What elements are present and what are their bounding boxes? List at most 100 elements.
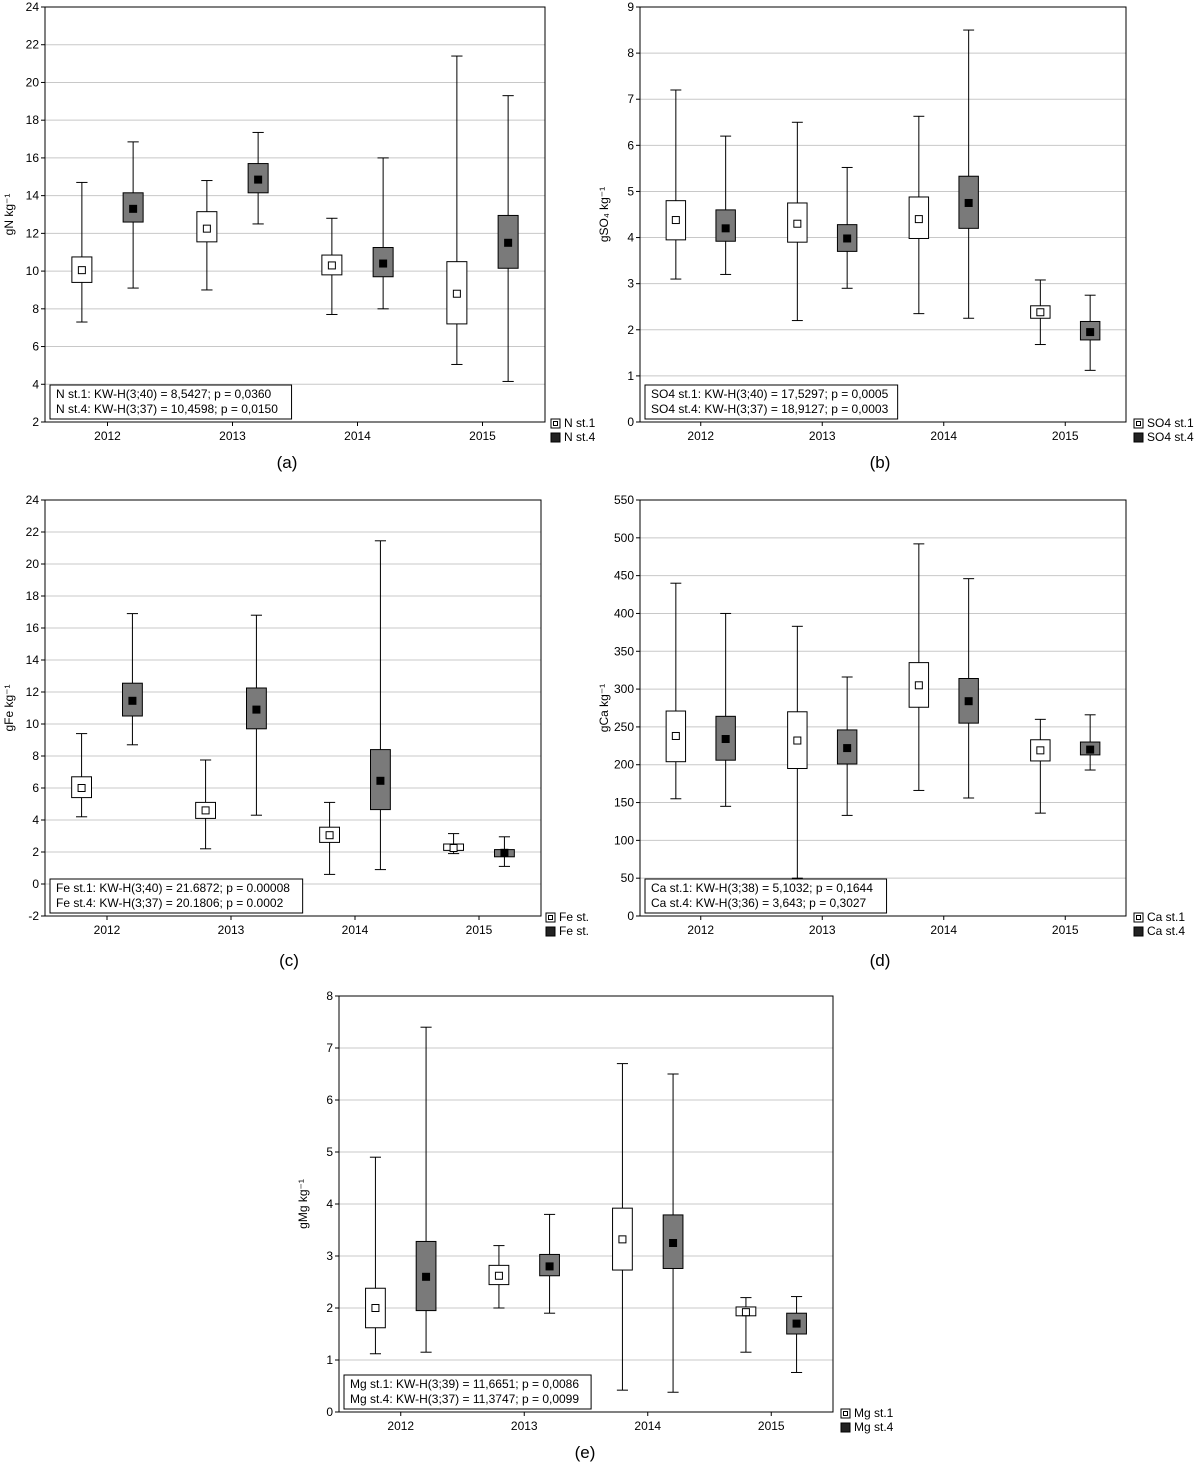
box-st1-2013 [488, 1245, 510, 1309]
legend-swatch-inner [843, 1411, 848, 1416]
y-axis-label: gFe kg⁻¹ [2, 684, 16, 731]
median-marker [671, 216, 680, 225]
y-tick-label: 500 [614, 531, 634, 545]
plot-border [44, 6, 546, 423]
x-tick-label: 2015 [466, 923, 493, 937]
y-tick-label: 3 [627, 277, 634, 291]
y-axis-label: gN kg⁻¹ [2, 194, 16, 236]
x-tick-label: 2014 [342, 923, 369, 937]
y-tick-label: 5 [326, 1145, 333, 1159]
y-tick-label: 9 [627, 0, 634, 14]
median-marker [449, 844, 458, 852]
y-tick-label: 200 [614, 758, 634, 772]
stats-line: SO4 st.4: KW-H(3;37) = 18,9127; p = 0,00… [651, 402, 889, 416]
y-tick-label: 16 [26, 621, 40, 635]
y-tick-label: 8 [32, 302, 39, 316]
legend-swatch-inner [1136, 915, 1141, 920]
median-marker [843, 744, 852, 753]
y-tick-label: 7 [326, 1041, 333, 1055]
median-marker [371, 1304, 380, 1312]
median-marker [669, 1239, 678, 1247]
y-tick-label: 100 [614, 833, 634, 847]
box-st1-2015 [735, 1297, 757, 1353]
median-marker [129, 204, 138, 213]
y-axis-label: gMg kg⁻¹ [296, 1179, 310, 1229]
box-st4-2012 [715, 612, 736, 807]
box-st4-2014 [370, 540, 391, 871]
y-tick-label: 5 [627, 184, 634, 198]
box-st4-2014 [958, 29, 979, 319]
box-st4-2012 [122, 141, 144, 289]
median-marker [376, 776, 385, 785]
x-tick-label: 2014 [634, 1419, 661, 1433]
y-tick-label: 4 [32, 813, 39, 827]
panel-label: (c) [279, 951, 299, 970]
median-marker [252, 705, 261, 714]
box-st1-2012 [365, 1156, 386, 1355]
y-tick-label: 12 [26, 685, 40, 699]
x-tick-label: 2014 [930, 923, 957, 937]
x-tick-label: 2013 [218, 923, 245, 937]
box-st1-2014 [321, 217, 343, 315]
y-tick-label: 16 [26, 151, 40, 165]
median-marker [422, 1272, 431, 1281]
median-marker [964, 697, 973, 706]
plot-area [45, 7, 545, 422]
stats-line: Ca st.1: KW-H(3;38) = 5,1032; p = 0,1644 [651, 881, 873, 895]
box-st1-2014 [908, 115, 930, 315]
median-marker [721, 735, 730, 744]
legend-item-st1: SO4 st.1 [1133, 416, 1194, 430]
panel-label: (e) [575, 1443, 596, 1462]
box-st4-2012 [415, 1026, 437, 1353]
legend-swatch-inner [548, 915, 553, 920]
legend-swatch [1133, 926, 1144, 937]
legend-label: Ca st.4 [1147, 924, 1185, 938]
x-tick-label: 2012 [687, 429, 714, 443]
median-marker [1086, 745, 1095, 754]
plot-area [640, 500, 1126, 916]
median-marker [792, 1319, 801, 1328]
chart-panel-d: 0 50 100 150 200 250 300 350 400 450 500 550 gCa kg⁻… [597, 493, 1185, 970]
x-tick-label: 2015 [758, 1419, 785, 1433]
box-st1-2015 [1030, 718, 1051, 814]
plot-border [44, 499, 542, 917]
box-st1-2014 [908, 543, 930, 791]
y-tick-label: 300 [614, 682, 634, 696]
median-marker [500, 848, 509, 857]
box-st1-2014 [612, 1063, 633, 1391]
box-st4-2014 [662, 1073, 684, 1393]
x-tick-label: 2013 [809, 429, 836, 443]
panel-label: (a) [277, 453, 298, 472]
median-marker [741, 1308, 750, 1317]
box-st4-2012 [122, 613, 143, 746]
median-marker [914, 681, 923, 690]
legend-label: Mg st.1 [854, 1406, 894, 1420]
y-tick-label: 6 [32, 340, 39, 354]
plot-border [639, 499, 1127, 917]
plot-area [640, 7, 1126, 422]
box-st1-2013 [787, 121, 808, 322]
y-tick-label: 2 [32, 845, 39, 859]
y-tick-label: 18 [26, 113, 40, 127]
plot-area [45, 500, 541, 916]
box-st4-2015 [786, 1296, 807, 1373]
chart-panel-b: 0 1 2 3 4 5 6 7 8 9 gSO₄ kg⁻¹ 2012 2013 2014 2015 SO4 s… [597, 0, 1194, 472]
y-tick-label: 2 [627, 323, 634, 337]
box-st4-2013 [836, 166, 858, 289]
y-tick-label: 4 [32, 377, 39, 391]
legend-swatch-inner [553, 421, 558, 426]
box-st1-2012 [665, 582, 687, 800]
legend-swatch [1133, 432, 1144, 443]
box-st1-2013 [196, 180, 218, 291]
box-st1-2015 [1030, 279, 1051, 346]
median-marker [77, 266, 86, 275]
median-marker [793, 219, 802, 228]
median-marker [843, 234, 852, 243]
y-tick-label: 0 [627, 415, 634, 429]
x-tick-label: 2015 [1052, 429, 1079, 443]
box-st4-2014 [958, 578, 979, 799]
y-tick-label: 10 [26, 717, 40, 731]
stats-box [343, 1374, 592, 1410]
legend-label: Fe st. [559, 910, 589, 924]
